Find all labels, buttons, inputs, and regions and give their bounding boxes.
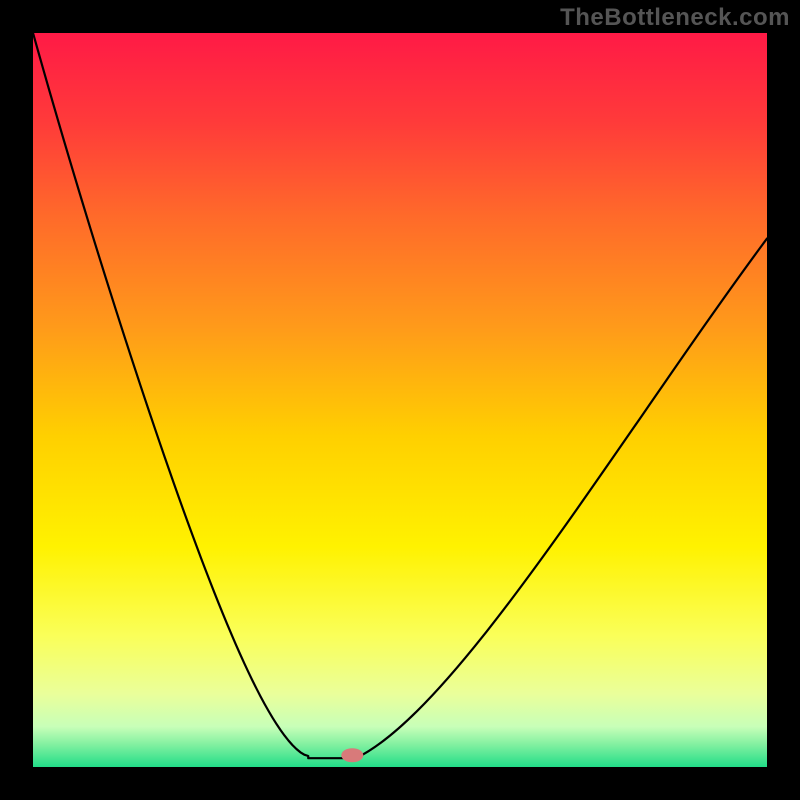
watermark-text: TheBottleneck.com bbox=[560, 4, 790, 32]
gradient-background bbox=[33, 33, 767, 767]
chart-svg bbox=[33, 33, 767, 767]
plot-area bbox=[33, 33, 767, 767]
optimum-marker bbox=[341, 748, 363, 762]
chart-frame: TheBottleneck.com bbox=[0, 0, 800, 800]
